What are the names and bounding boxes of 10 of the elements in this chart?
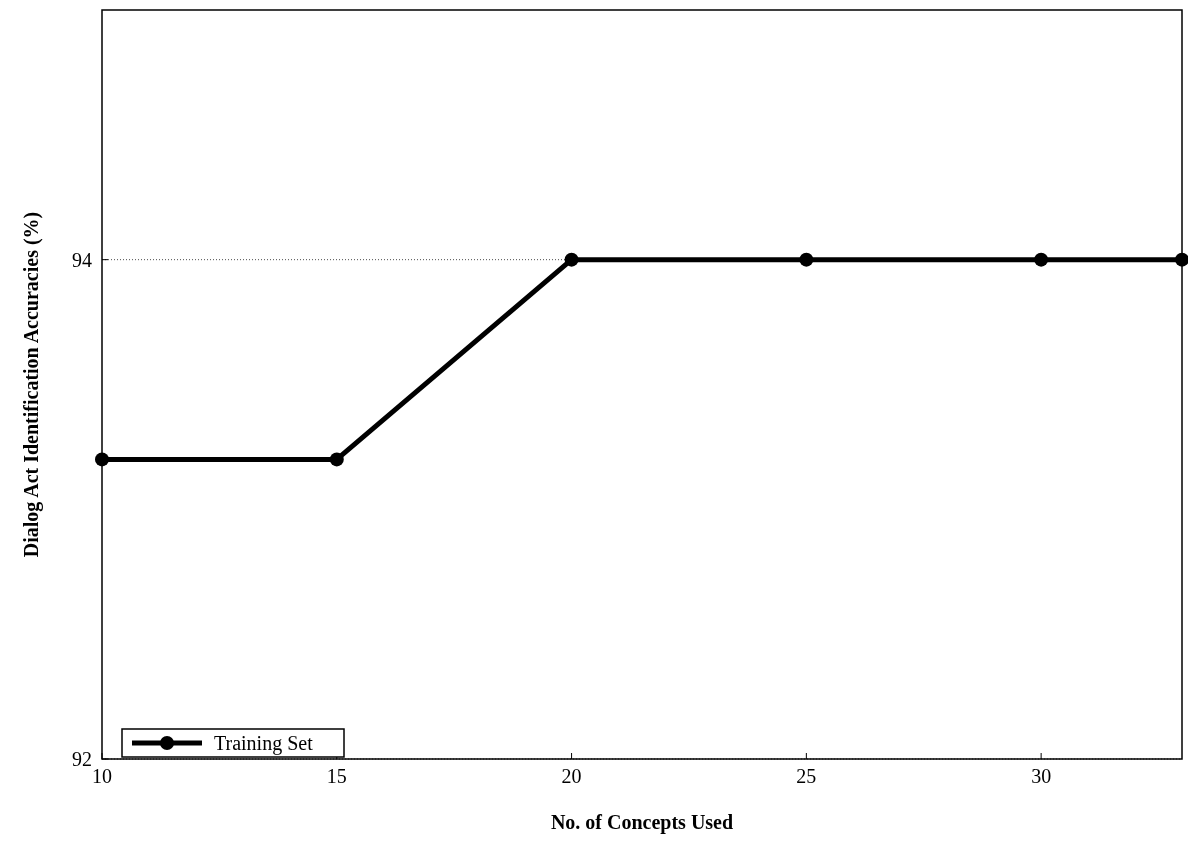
y-tick-label: 92 xyxy=(72,748,92,770)
x-tick-label: 10 xyxy=(92,765,112,787)
x-tick-label: 25 xyxy=(796,765,817,787)
y-axis-title: Dialog Act Identification Accuracies (%) xyxy=(20,211,43,558)
x-tick-label: 30 xyxy=(1031,765,1052,787)
legend-label: Training Set xyxy=(214,732,314,755)
x-axis-title: No. of Concepts Used xyxy=(550,811,734,834)
y-tick-label: 94 xyxy=(72,248,92,271)
x-tick-label: 20 xyxy=(561,765,582,787)
x-tick-label: 15 xyxy=(326,765,347,787)
